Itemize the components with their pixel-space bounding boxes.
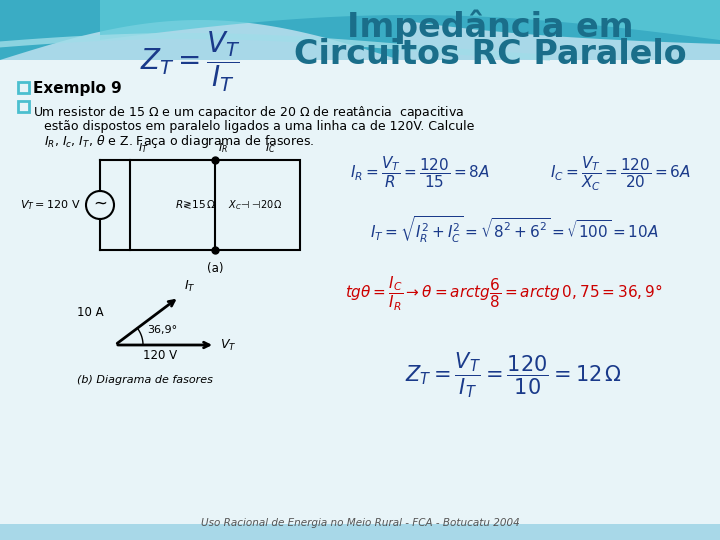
Text: $V_T = 120$ V: $V_T = 120$ V [19,198,81,212]
Text: $I_T$: $I_T$ [138,141,148,155]
Polygon shape [100,0,720,40]
Polygon shape [0,0,720,60]
Text: $I_C = \dfrac{V_T}{X_C} = \dfrac{120}{20} = 6A$: $I_C = \dfrac{V_T}{X_C} = \dfrac{120}{20… [550,155,691,193]
Polygon shape [0,33,550,60]
Text: Exemplo 9: Exemplo 9 [33,80,122,96]
Text: $I_R$: $I_R$ [218,141,228,155]
Text: $I_R$, $I_c$, $I_T$, $\theta$ e Z. Faça o diagrama de fasores.: $I_R$, $I_c$, $I_T$, $\theta$ e Z. Faça … [44,133,315,150]
Text: estão dispostos em paralelo ligados a uma linha ca de 120V. Calcule: estão dispostos em paralelo ligados a um… [44,120,474,133]
Text: 120 V: 120 V [143,349,177,362]
Text: 10 A: 10 A [77,306,103,319]
Text: 36,9°: 36,9° [147,325,177,335]
Bar [18,101,29,112]
Bar [130,160,300,250]
Text: Circuitos RC Paralelo: Circuitos RC Paralelo [294,38,686,71]
Bar [0,524,720,540]
Text: (b) Diagrama de fasores: (b) Diagrama de fasores [77,375,213,385]
Text: $I_T = \sqrt{I_R^2 + I_C^2} = \sqrt{8^2 + 6^2} = \sqrt{100} = 10A$: $I_T = \sqrt{I_R^2 + I_C^2} = \sqrt{8^2 … [370,215,659,245]
Text: Impedância em: Impedância em [347,10,634,44]
Bar [18,82,29,93]
Text: $Z_T = \dfrac{V_T}{I_T} = \dfrac{120}{10} = 12\,\Omega$: $Z_T = \dfrac{V_T}{I_T} = \dfrac{120}{10… [405,350,622,400]
Text: $I_T$: $I_T$ [184,279,196,294]
Text: $X_C \!\dashv\!\dashv\! 20\,\Omega$: $X_C \!\dashv\!\dashv\! 20\,\Omega$ [228,198,282,212]
Text: Uso Racional de Energia no Meio Rural - FCA - Botucatu 2004: Uso Racional de Energia no Meio Rural - … [201,518,519,528]
Text: $Z_T = \dfrac{V_T}{I_T}$: $Z_T = \dfrac{V_T}{I_T}$ [140,30,240,94]
Text: ~: ~ [93,195,107,213]
Text: $R \!\gtrless\! 15\,\Omega$: $R \!\gtrless\! 15\,\Omega$ [174,199,215,211]
Text: $tg\theta = \dfrac{I_C}{I_R} \rightarrow \theta = arctg\dfrac{6}{8} = arctg\,0,7: $tg\theta = \dfrac{I_C}{I_R} \rightarrow… [345,275,662,313]
Text: $I_R = \dfrac{V_T}{R} = \dfrac{120}{15} = 8A$: $I_R = \dfrac{V_T}{R} = \dfrac{120}{15} … [350,155,490,191]
Text: (a): (a) [207,262,223,275]
Text: $V_T$: $V_T$ [220,338,236,353]
Text: $I_C$: $I_C$ [265,141,276,155]
Bar [0,0,720,60]
Text: Um resistor de 15 $\Omega$ e um capacitor de 20 $\Omega$ de reatância  capacitiv: Um resistor de 15 $\Omega$ e um capacito… [33,104,464,121]
